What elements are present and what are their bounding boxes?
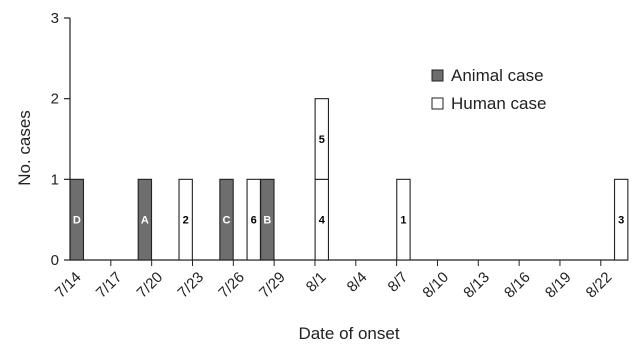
x-tick-label: 7/23: [174, 269, 207, 302]
legend-label-animal: Animal case: [451, 66, 544, 85]
bar-label: B: [263, 215, 271, 227]
animal-case-bar: [137, 178, 153, 261]
bar-label: 4: [319, 215, 326, 227]
x-tick-label: 7/29: [256, 269, 289, 302]
bar-label: 5: [319, 134, 325, 146]
x-tick-label: 8/4: [344, 269, 371, 296]
x-tick-label: 7/26: [215, 269, 248, 302]
human-case-bar: [314, 98, 329, 180]
animal-case-bar: [69, 178, 85, 261]
bar-label: 3: [618, 215, 624, 227]
x-tick-label: 8/1: [303, 269, 330, 296]
human-case-bar: [246, 178, 261, 261]
bar-label: 2: [183, 215, 189, 227]
bar-label: 6: [251, 215, 257, 227]
x-tick-label: 8/22: [583, 269, 616, 302]
x-tick-label: 8/7: [384, 269, 411, 296]
legend: Animal case Human case: [431, 66, 546, 113]
bar-label: A: [141, 215, 149, 227]
animal-case-bar: [219, 178, 234, 261]
y-tick-label: 1: [51, 171, 59, 188]
x-tick-label: 8/13: [460, 269, 493, 302]
bar-label: D: [73, 215, 81, 227]
x-tick-label: 7/14: [52, 269, 85, 302]
bar-label: C: [223, 215, 231, 227]
x-axis-title: Date of onset: [298, 324, 399, 343]
legend-swatch-animal: [431, 69, 444, 82]
legend-swatch-human: [431, 97, 444, 110]
x-tick-label: 8/19: [542, 269, 575, 302]
y-tick-label: 3: [51, 10, 59, 27]
legend-label-human: Human case: [451, 94, 546, 113]
plot-area: 0 1 2 3 7/14 7/17 7/20 7/23 7/26 7/29 8/1 8/4 8/7 8/1…: [51, 10, 629, 302]
human-case-bar: [396, 178, 411, 261]
x-tick-label: 8/16: [501, 269, 534, 302]
human-case-bar: [613, 178, 629, 261]
y-tick-label: 2: [51, 91, 59, 108]
bar-label: 1: [400, 215, 406, 227]
x-tick-label: 8/10: [419, 269, 452, 302]
y-tick-label: 0: [51, 252, 59, 269]
y-axis-title: No. cases: [15, 110, 34, 186]
x-tick-label: 7/17: [93, 269, 126, 302]
x-tick-label: 7/20: [134, 269, 167, 302]
human-case-bar: [178, 178, 193, 261]
